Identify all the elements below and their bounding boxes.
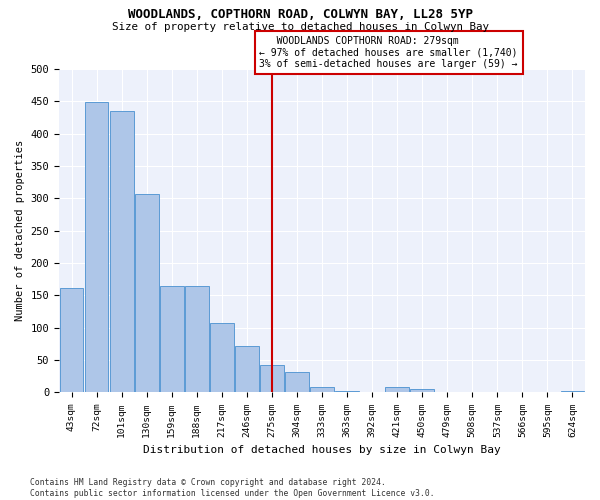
Bar [185, 286, 209, 393]
Bar [110, 111, 134, 392]
Bar [410, 389, 434, 392]
Text: Size of property relative to detached houses in Colwyn Bay: Size of property relative to detached ho… [112, 22, 488, 32]
Bar [285, 372, 309, 392]
Bar [335, 391, 359, 392]
Bar [210, 323, 234, 392]
Text: WOODLANDS COPTHORN ROAD: 279sqm
← 97% of detached houses are smaller (1,740)
3% : WOODLANDS COPTHORN ROAD: 279sqm ← 97% of… [259, 36, 518, 69]
Text: WOODLANDS, COPTHORN ROAD, COLWYN BAY, LL28 5YP: WOODLANDS, COPTHORN ROAD, COLWYN BAY, LL… [128, 8, 473, 20]
Bar [235, 346, 259, 393]
Y-axis label: Number of detached properties: Number of detached properties [15, 140, 25, 322]
Bar [310, 386, 334, 392]
Bar [59, 288, 83, 393]
Bar [85, 102, 109, 393]
Bar [160, 286, 184, 393]
Text: Contains HM Land Registry data © Crown copyright and database right 2024.
Contai: Contains HM Land Registry data © Crown c… [30, 478, 434, 498]
Bar [560, 390, 584, 392]
Bar [260, 366, 284, 392]
Bar [385, 388, 409, 392]
X-axis label: Distribution of detached houses by size in Colwyn Bay: Distribution of detached houses by size … [143, 445, 501, 455]
Bar [135, 194, 158, 392]
